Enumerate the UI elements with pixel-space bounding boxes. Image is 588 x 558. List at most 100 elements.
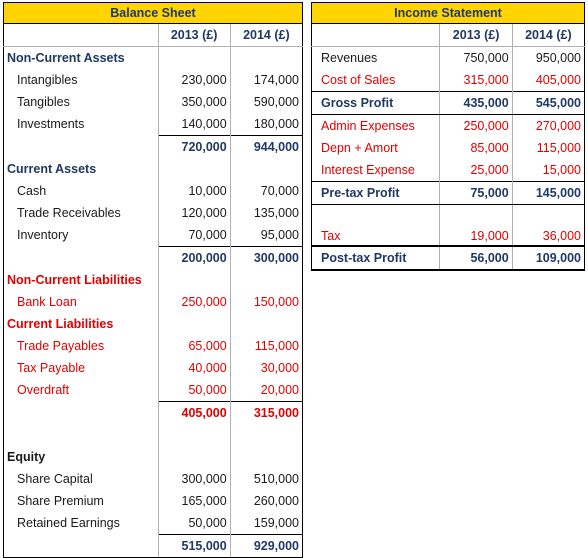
income-statement-table: Income Statement 2013 (£) 2014 (£) Reven… — [311, 2, 586, 271]
bs-row-label: Share Capital — [3, 468, 159, 490]
bs-row-label: Trade Payables — [3, 335, 159, 357]
bs-value-2013: 70,000 — [158, 224, 231, 247]
table-row: Tax 19,000 36,000 — [311, 204, 586, 247]
inc-row-label: Interest Expense — [311, 159, 441, 182]
bs-value-2013 — [158, 46, 231, 69]
bs-row-label — [3, 135, 159, 158]
bs-value-2013 — [158, 424, 231, 446]
bs-value-2014 — [230, 269, 304, 291]
table-row: Trade Payables 65,000 115,000 — [3, 335, 304, 357]
bs-value-2014 — [230, 46, 304, 69]
bs-row-label: Cash — [3, 180, 159, 202]
bs-value-2013: 405,000 — [158, 401, 231, 424]
bs-value-2014: 20,000 — [230, 379, 304, 402]
bs-row-label: Non-Current Liabilities — [3, 269, 159, 291]
bs-row-label — [3, 534, 159, 558]
bs-value-2013: 120,000 — [158, 202, 231, 224]
bs-row-label — [3, 424, 159, 446]
inc-value-2013: 750,000 — [439, 46, 513, 69]
bs-value-2014 — [230, 313, 304, 335]
inc-value-2013: 75,000 — [439, 181, 513, 205]
bs-row-label: Tax Payable — [3, 357, 159, 379]
bs-value-2014: 944,000 — [230, 135, 304, 158]
bs-year-2014: 2014 (£) — [230, 23, 304, 47]
bs-row-label: Retained Earnings — [3, 512, 159, 535]
inc-value-2013: 25,000 — [439, 159, 513, 182]
inc-row-label: Revenues — [311, 46, 441, 69]
bs-value-2014: 95,000 — [230, 224, 304, 247]
table-row: Share Capital 300,000 510,000 — [3, 468, 304, 490]
bs-value-2014: 180,000 — [230, 113, 304, 136]
bs-row-label: Bank Loan — [3, 291, 159, 313]
inc-value-2014: 115,000 — [512, 137, 586, 159]
inc-year-2014: 2014 (£) — [512, 23, 586, 47]
table-row: Revenues 750,000 950,000 — [311, 46, 586, 69]
bs-row-label: Share Premium — [3, 490, 159, 512]
bs-value-2014: 929,000 — [230, 534, 304, 558]
table-row: Post-tax Profit 56,000 109,000 — [311, 245, 586, 271]
bs-year-spacer — [3, 23, 159, 47]
bs-row-label — [3, 401, 159, 424]
inc-value-2014: 270,000 — [512, 114, 586, 137]
inc-value-2013: 19,000 — [439, 204, 513, 247]
table-row: 720,000 944,000 — [3, 135, 304, 158]
inc-row-label: Tax — [311, 204, 441, 247]
bs-value-2013: 165,000 — [158, 490, 231, 512]
bs-row-label: Overdraft — [3, 379, 159, 402]
table-row: Cost of Sales 315,000 405,000 — [311, 69, 586, 92]
table-row: Tax Payable 40,000 30,000 — [3, 357, 304, 379]
table-row: Inventory 70,000 95,000 — [3, 224, 304, 247]
inc-year-spacer — [311, 23, 441, 47]
inc-value-2014: 145,000 — [512, 181, 586, 205]
bs-row-label: Current Assets — [3, 158, 159, 180]
bs-value-2014: 70,000 — [230, 180, 304, 202]
table-row: Depn + Amort 85,000 115,000 — [311, 137, 586, 159]
table-row: Investments 140,000 180,000 — [3, 113, 304, 136]
bs-value-2013: 720,000 — [158, 135, 231, 158]
table-row: Intangibles 230,000 174,000 — [3, 69, 304, 91]
bs-value-2013 — [158, 158, 231, 180]
balance-sheet-table: Balance Sheet 2013 (£) 2014 (£) Non-Curr… — [3, 2, 304, 558]
bs-value-2014: 300,000 — [230, 246, 304, 269]
inc-row-label: Cost of Sales — [311, 69, 441, 92]
bs-value-2013: 515,000 — [158, 534, 231, 558]
table-row: Equity — [3, 446, 304, 468]
inc-row-label: Post-tax Profit — [311, 245, 441, 271]
table-row: Gross Profit 435,000 545,000 — [311, 91, 586, 115]
bs-value-2014: 30,000 — [230, 357, 304, 379]
inc-value-2014: 405,000 — [512, 69, 586, 92]
bs-value-2013: 10,000 — [158, 180, 231, 202]
bs-value-2014: 159,000 — [230, 512, 304, 535]
table-row: Admin Expenses 250,000 270,000 — [311, 114, 586, 137]
bs-row-label: Inventory — [3, 224, 159, 247]
bs-value-2013: 65,000 — [158, 335, 231, 357]
table-row: Non-Current Assets — [3, 46, 304, 69]
table-row: Retained Earnings 50,000 159,000 — [3, 512, 304, 535]
inc-value-2014: 950,000 — [512, 46, 586, 69]
table-row: Bank Loan 250,000 150,000 — [3, 291, 304, 313]
inc-value-2013: 250,000 — [439, 114, 513, 137]
bs-row-label: Investments — [3, 113, 159, 136]
balance-sheet-title: Balance Sheet — [3, 2, 303, 24]
table-row: Overdraft 50,000 20,000 — [3, 379, 304, 402]
bs-value-2013: 300,000 — [158, 468, 231, 490]
bs-value-2014: 150,000 — [230, 291, 304, 313]
table-row: Tangibles 350,000 590,000 — [3, 91, 304, 113]
table-row: 515,000 929,000 — [3, 534, 304, 558]
inc-value-2014: 15,000 — [512, 159, 586, 182]
bs-value-2013 — [158, 313, 231, 335]
inc-value-2014: 545,000 — [512, 91, 586, 115]
bs-value-2013 — [158, 446, 231, 468]
table-row: Trade Receivables 120,000 135,000 — [3, 202, 304, 224]
table-row: Non-Current Liabilities — [3, 269, 304, 291]
bs-row-label — [3, 246, 159, 269]
inc-value-2013: 435,000 — [439, 91, 513, 115]
bs-value-2013: 50,000 — [158, 379, 231, 402]
bs-value-2014: 174,000 — [230, 69, 304, 91]
bs-value-2013: 140,000 — [158, 113, 231, 136]
inc-value-2013: 85,000 — [439, 137, 513, 159]
table-row: 405,000 315,000 — [3, 401, 304, 424]
bs-value-2014: 510,000 — [230, 468, 304, 490]
inc-row-label: Gross Profit — [311, 91, 441, 115]
table-row: 200,000 300,000 — [3, 246, 304, 269]
